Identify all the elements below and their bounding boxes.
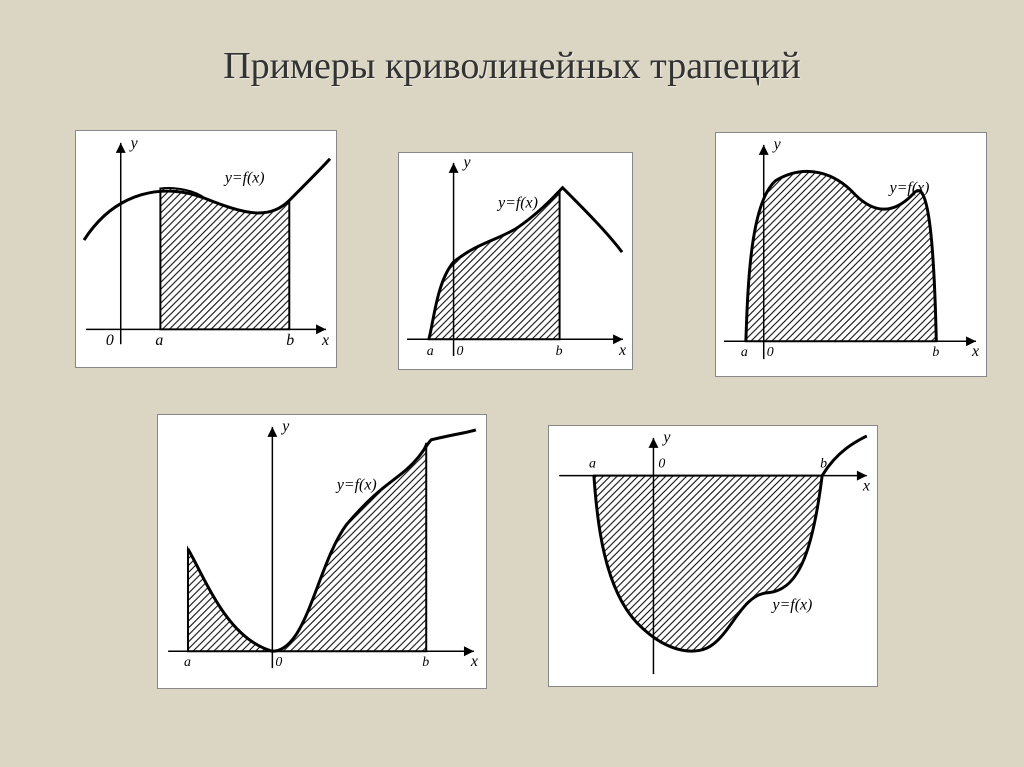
a-label: a	[155, 332, 163, 349]
b-label: b	[422, 655, 429, 670]
b-label: b	[556, 344, 563, 359]
y-label: y	[129, 135, 139, 152]
x-label: x	[862, 478, 870, 495]
graph-panel-4: y x 0 a b y=f(x)	[157, 414, 487, 689]
curve-label: y=f(x)	[496, 194, 538, 211]
a-label: a	[589, 457, 596, 472]
a-label: a	[184, 655, 191, 670]
origin-label: 0	[457, 344, 464, 359]
y-axis-arrow	[648, 438, 658, 448]
b-label: b	[286, 332, 294, 349]
origin-label: 0	[767, 345, 774, 360]
graph-panel-3: y x 0 a b y=f(x)	[715, 132, 987, 377]
a-label: a	[741, 345, 748, 360]
x-label: x	[470, 653, 478, 670]
y-axis-arrow	[267, 427, 277, 437]
y-label: y	[772, 136, 782, 153]
shaded-region	[746, 171, 936, 341]
y-label: y	[661, 429, 671, 446]
curve-label: y=f(x)	[888, 180, 930, 197]
origin-label: 0	[106, 332, 114, 349]
graph-panel-5: y x 0 a b y=f(x)	[548, 425, 878, 687]
x-label: x	[321, 332, 329, 349]
y-label: y	[280, 418, 290, 435]
y-label: y	[461, 154, 471, 171]
shaded-region	[429, 191, 560, 340]
page-title: Примеры криволинейных трапеций	[0, 0, 1024, 88]
origin-label: 0	[275, 655, 282, 670]
a-label: a	[427, 344, 434, 359]
graph-panel-1: y x 0 a b y=f(x)	[75, 130, 337, 368]
curve-label: y=f(x)	[771, 597, 813, 614]
shaded-region	[594, 476, 822, 652]
y-axis-arrow	[759, 145, 769, 155]
x-label: x	[971, 343, 979, 360]
graph-panel-2: y x 0 a b y=f(x)	[398, 152, 633, 370]
curve-label: y=f(x)	[335, 476, 377, 493]
b-label: b	[932, 345, 939, 360]
shaded-region	[188, 443, 426, 651]
y-axis-arrow	[449, 163, 459, 173]
y-axis-arrow	[116, 143, 126, 153]
x-label: x	[618, 342, 626, 359]
origin-label: 0	[658, 457, 665, 472]
b-label: b	[820, 457, 827, 472]
shaded-region	[160, 188, 289, 329]
curve-label: y=f(x)	[223, 170, 265, 187]
